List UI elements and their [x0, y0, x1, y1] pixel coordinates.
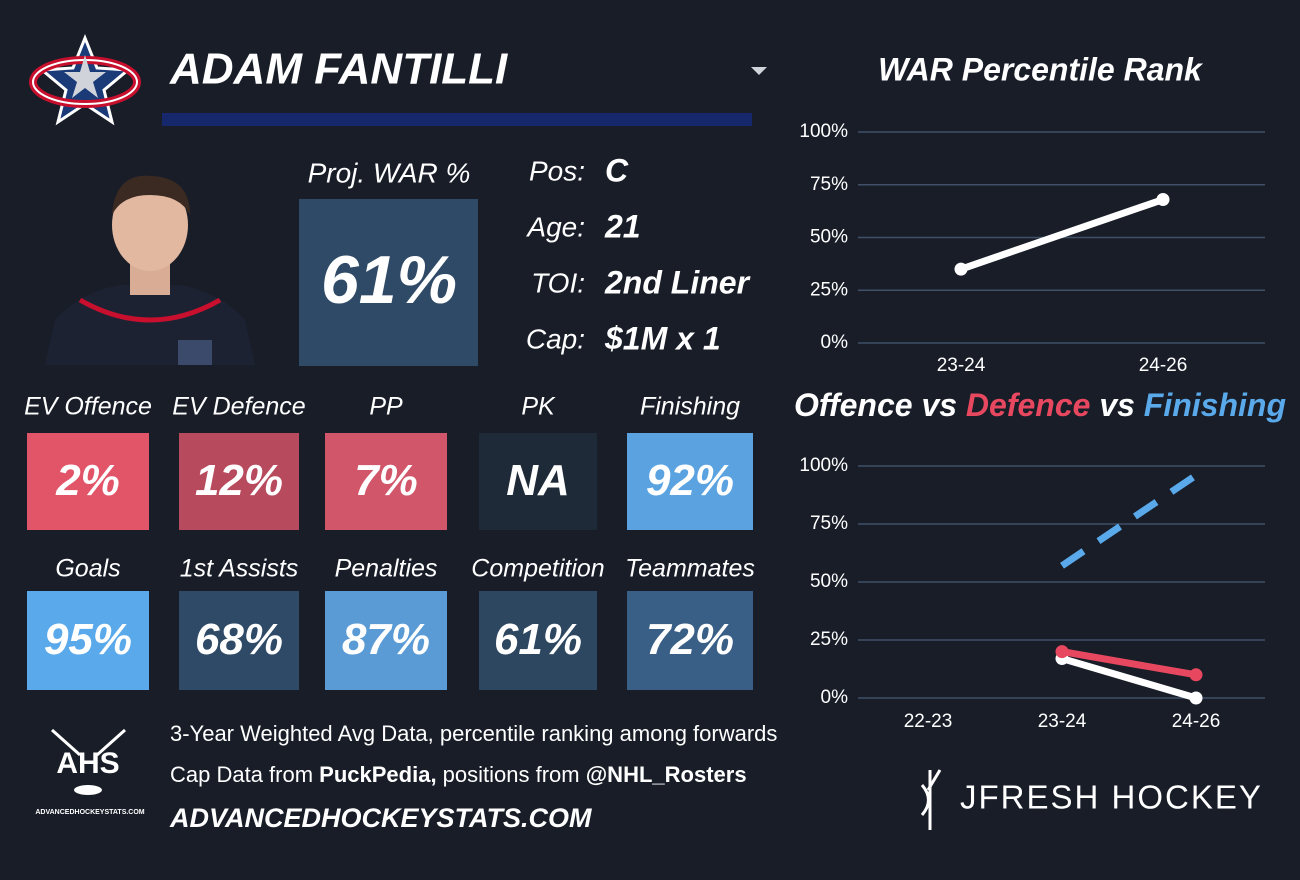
title-separator	[1090, 387, 1099, 423]
tile-label: PK	[521, 393, 556, 421]
info-label: Cap:	[526, 323, 585, 354]
ahs-site: ADVANCEDHOCKEYSTATS.COM	[35, 809, 144, 816]
x-tick-label: 23-24	[937, 355, 986, 376]
footer-site: ADVANCEDHOCKEYSTATS.COM	[169, 803, 592, 833]
player-name: ADAM FANTILLI	[169, 45, 508, 94]
tile-label: Finishing	[640, 393, 740, 421]
tile	[27, 591, 149, 690]
title-separator	[1135, 387, 1144, 423]
footer-segment: positions from	[437, 762, 586, 787]
info-value: $1M x 1	[604, 320, 721, 356]
x-tick-label: 22-23	[904, 711, 953, 732]
footer-segment: @NHL_Rosters	[586, 762, 747, 787]
chart-title: WAR Percentile Rank	[878, 51, 1204, 87]
footer-segment: Cap Data from	[170, 762, 319, 787]
proj-war-box	[299, 199, 478, 366]
brand-icon	[920, 769, 942, 830]
tile	[627, 591, 753, 690]
tile-value: 87%	[342, 615, 430, 664]
name-underline	[162, 113, 752, 126]
title-separator: vs	[921, 387, 957, 423]
tile-label: PP	[369, 393, 403, 421]
info-value: C	[605, 152, 629, 188]
tile-label: EV Defence	[172, 393, 305, 421]
footer-segment: PuckPedia,	[319, 762, 436, 787]
tile	[479, 591, 597, 690]
y-tick-label: 50%	[810, 227, 848, 248]
tile-label: Teammates	[625, 555, 755, 583]
y-tick-label: 25%	[810, 279, 848, 300]
tile	[179, 433, 299, 530]
tile-value: 12%	[195, 456, 283, 505]
point	[1156, 193, 1170, 207]
tile-value: 61%	[494, 615, 582, 664]
tile-value: 92%	[646, 456, 734, 505]
title-separator	[957, 387, 966, 423]
title-separator: vs	[1099, 387, 1135, 423]
tile-label: Competition	[471, 555, 604, 583]
player-photo	[45, 175, 255, 365]
tile-value: 7%	[354, 456, 418, 505]
tile-value: 2%	[55, 456, 120, 505]
info-value: 2nd Liner	[604, 264, 751, 300]
line	[1058, 655, 1200, 702]
point	[1055, 645, 1069, 659]
tile-label: Goals	[55, 555, 120, 583]
footer-line: Cap Data from PuckPedia, positions from …	[170, 762, 747, 787]
chart-title: Offence vs Defence vs Finishing	[794, 387, 1286, 423]
ahs-logo	[51, 728, 126, 795]
x-tick-label: 24-26	[1172, 711, 1221, 732]
proj-war-value: 61%	[321, 242, 457, 318]
line	[957, 196, 1167, 273]
y-tick-label: 100%	[799, 455, 848, 476]
point	[1189, 691, 1203, 705]
line	[1060, 472, 1198, 569]
x-tick-label: 23-24	[1038, 711, 1087, 732]
y-tick-label: 100%	[799, 121, 848, 142]
point	[954, 262, 968, 276]
tile-label: Penalties	[335, 555, 438, 583]
title-series-name: Defence	[966, 387, 1091, 423]
tile-value: NA	[506, 456, 570, 505]
info-value: 21	[604, 208, 641, 244]
y-tick-label: 75%	[810, 174, 848, 195]
point	[1189, 668, 1203, 682]
brand: JFRESH HOCKEY	[960, 779, 1263, 816]
tile	[179, 591, 299, 690]
x-tick-label: 24-26	[1139, 355, 1188, 376]
proj-war-label: Proj. WAR %	[308, 157, 471, 188]
info-label: TOI:	[531, 267, 585, 298]
y-tick-label: 0%	[821, 332, 849, 353]
tile	[325, 591, 447, 690]
tile	[627, 433, 753, 530]
tile	[325, 433, 447, 530]
y-tick-label: 0%	[821, 687, 849, 708]
title-series-name: Offence	[794, 387, 913, 423]
y-tick-label: 50%	[810, 571, 848, 592]
line	[1058, 648, 1200, 679]
y-tick-label: 25%	[810, 629, 848, 650]
title-separator	[913, 387, 922, 423]
info-label: Age:	[525, 211, 585, 242]
y-tick-label: 75%	[810, 513, 848, 534]
tile	[27, 433, 149, 530]
tile-value: 68%	[195, 615, 283, 664]
footer-line: 3-Year Weighted Avg Data, percentile ran…	[170, 721, 777, 746]
tile-label: 1st Assists	[180, 555, 299, 583]
tile-value: 95%	[44, 615, 132, 664]
tile-value: 72%	[646, 615, 734, 664]
dropdown-arrow[interactable]	[751, 67, 767, 75]
title-series-name: Finishing	[1144, 387, 1286, 423]
team-logo	[29, 33, 141, 126]
tile	[479, 433, 597, 530]
ahs-text: AHS	[56, 747, 119, 780]
info-label: Pos:	[529, 155, 585, 186]
tile-label: EV Offence	[24, 393, 152, 421]
